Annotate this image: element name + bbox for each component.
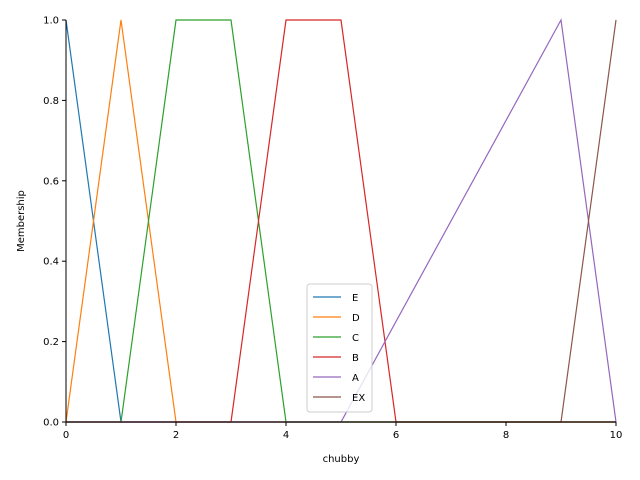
y-tick-label: 0.6 (43, 176, 59, 187)
x-tick-label: 4 (283, 430, 289, 441)
y-ticks: 0.0 0.2 0.4 0.6 0.8 1.0 (43, 16, 66, 429)
y-tick-label: 0.4 (43, 257, 59, 268)
x-tick-label: 8 (503, 430, 509, 441)
y-tick-label: 0.0 (43, 418, 59, 429)
x-axis-label: chubby (323, 454, 360, 465)
legend-label-a: A (352, 373, 359, 384)
x-tick-label: 6 (393, 430, 399, 441)
y-tick-label: 1.0 (43, 16, 59, 27)
legend-label-c: C (352, 333, 359, 344)
legend-label-d: D (352, 313, 360, 324)
x-tick-label: 2 (173, 430, 179, 441)
x-tick-label: 0 (63, 430, 69, 441)
x-ticks: 0 2 4 6 8 10 (63, 422, 623, 441)
legend-label-ex: EX (352, 393, 365, 404)
legend-box (306, 283, 373, 413)
y-axis-label: Membership (16, 190, 27, 252)
y-tick-label: 0.8 (43, 96, 59, 107)
legend-label-e: E (352, 293, 358, 304)
x-tick-label: 10 (610, 430, 623, 441)
legend-label-b: B (352, 353, 359, 364)
axes (65, 20, 616, 423)
y-tick-label: 0.2 (43, 337, 59, 348)
